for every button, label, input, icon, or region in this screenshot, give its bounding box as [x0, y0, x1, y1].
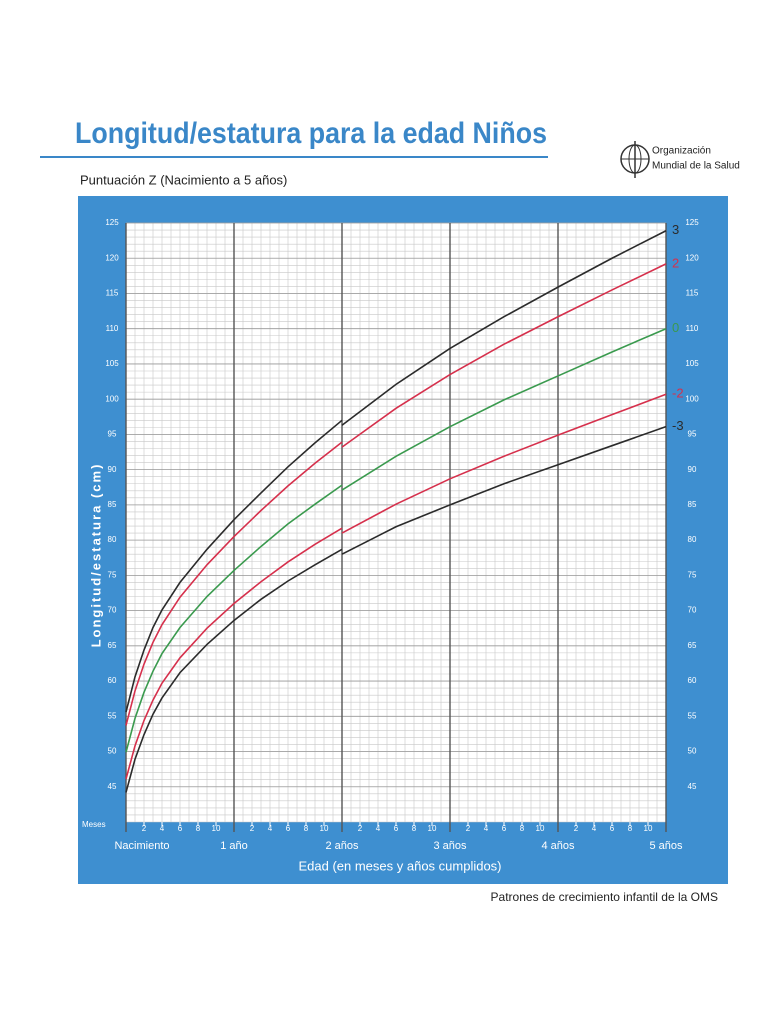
- series-label: -2: [672, 386, 684, 401]
- minor-grid: [125, 222, 667, 823]
- series-label: -3: [672, 418, 684, 433]
- y-tick-label: 60: [108, 676, 117, 685]
- series-line: [125, 263, 667, 726]
- y-tick-label: 65: [688, 641, 697, 650]
- y-tick-label: 120: [105, 253, 119, 262]
- x-tick-label: 4: [160, 824, 165, 833]
- y-tick-label: 100: [105, 394, 119, 403]
- y-tick-label: 85: [688, 500, 697, 509]
- series-line: [125, 230, 667, 713]
- y-tick-label: 125: [105, 218, 119, 227]
- y-axis-label: Longitud/estatura (cm): [88, 463, 103, 648]
- y-tick-label: 65: [108, 641, 117, 650]
- x-tick-label: 6: [394, 824, 399, 833]
- x-tick-label: 10: [212, 824, 221, 833]
- x-tick-label: 2: [466, 824, 471, 833]
- x-tick-label: 2: [574, 824, 579, 833]
- x-unit-label: Meses: [82, 820, 106, 829]
- y-tick-label: 120: [685, 253, 699, 262]
- x-tick-label: 8: [520, 824, 525, 833]
- series-label: 3: [672, 222, 679, 237]
- y-tick-label: 55: [688, 711, 697, 720]
- logo: Organización Mundial de la Salud: [620, 141, 740, 178]
- x-tick-label: 2: [142, 824, 147, 833]
- y-tick-label: 105: [105, 359, 119, 368]
- y-tick-label: 110: [686, 324, 699, 333]
- x-tick-label: 6: [502, 824, 507, 833]
- y-tick-label: 50: [688, 747, 697, 756]
- series-label: 2: [672, 255, 679, 270]
- y-tick-label: 90: [108, 465, 117, 474]
- y-tick-label: 45: [688, 782, 697, 791]
- year-label: Nacimiento: [114, 840, 169, 852]
- series-line: [125, 425, 667, 793]
- x-tick-label: 6: [610, 824, 615, 833]
- year-label: 3 años: [433, 840, 467, 852]
- y-tick-label: 100: [685, 394, 699, 403]
- x-tick-label: 4: [592, 824, 597, 833]
- year-label: 5 años: [649, 840, 683, 852]
- year-label: 1 año: [220, 840, 248, 852]
- x-tick-label: 6: [178, 824, 183, 833]
- chart-subtitle: Puntuación Z (Nacimiento a 5 años): [80, 172, 287, 187]
- y-tick-label: 90: [688, 465, 697, 474]
- x-tick-label: 2: [250, 824, 255, 833]
- y-tick-label: 50: [108, 747, 117, 756]
- y-tick-label: 115: [686, 289, 699, 298]
- y-tick-label: 70: [688, 606, 697, 615]
- x-tick-label: 2: [358, 824, 363, 833]
- y-tick-label: 55: [108, 711, 117, 720]
- x-tick-label: 10: [428, 824, 437, 833]
- y-tick-label: 95: [688, 430, 697, 439]
- series-label: 0: [672, 320, 679, 335]
- y-tick-label: 60: [688, 676, 697, 685]
- x-tick-label: 8: [628, 824, 633, 833]
- footer: Patrones de crecimiento infantil de la O…: [491, 890, 718, 904]
- year-label: 2 años: [325, 840, 359, 852]
- y-tick-label: 75: [108, 570, 117, 579]
- x-tick-label: 6: [286, 824, 291, 833]
- y-tick-label: 80: [108, 535, 117, 544]
- y-tick-label: 125: [685, 218, 699, 227]
- x-tick-label: 8: [304, 824, 309, 833]
- y-tick-label: 105: [685, 359, 699, 368]
- org-name: Mundial de la Salud: [652, 161, 740, 172]
- series-line: [125, 327, 667, 753]
- x-tick-label: 4: [376, 824, 381, 833]
- x-tick-label: 4: [484, 824, 489, 833]
- y-tick-label: 45: [108, 782, 117, 791]
- org-name: Organización: [652, 146, 711, 157]
- chart-title: Longitud/estatura para la edad Niños: [75, 117, 547, 150]
- x-tick-label: 8: [412, 824, 417, 833]
- x-tick-label: 10: [644, 824, 653, 833]
- x-tick-label: 4: [268, 824, 273, 833]
- y-tick-label: 115: [106, 289, 119, 298]
- year-label: 4 años: [541, 840, 575, 852]
- y-tick-label: 75: [688, 570, 697, 579]
- x-tick-label: 10: [536, 824, 545, 833]
- x-tick-label: 8: [196, 824, 201, 833]
- y-tick-label: 95: [108, 430, 117, 439]
- y-tick-label: 70: [108, 606, 117, 615]
- x-tick-label: 10: [320, 824, 329, 833]
- y-tick-label: 80: [688, 535, 697, 544]
- y-tick-label: 110: [106, 324, 119, 333]
- y-tick-label: 85: [108, 500, 117, 509]
- x-axis-label: Edad (en meses y años cumplidos): [298, 858, 501, 873]
- series-line: [125, 393, 667, 780]
